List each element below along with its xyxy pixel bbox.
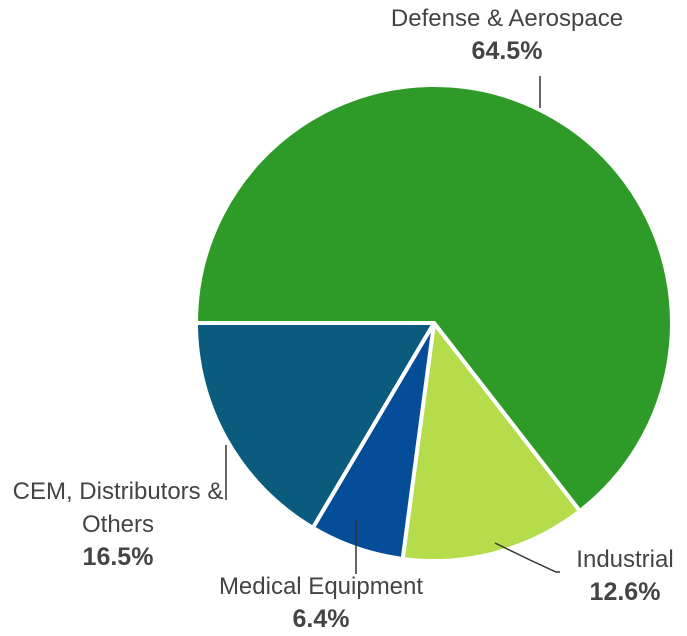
category-label: Medical Equipment: [218, 573, 424, 600]
slice-label: Medical Equipment 6.4%: [181, 570, 461, 636]
pie-slice: [194, 83, 674, 514]
pie-slice: [194, 321, 436, 530]
value-label: 16.5%: [82, 543, 154, 571]
pie-slice: [400, 321, 582, 563]
leader-lines: [225, 76, 560, 574]
value-label: 64.5%: [471, 37, 543, 65]
slices: [194, 83, 674, 563]
category-label: Industrial: [576, 546, 674, 573]
slice-label: Industrial 12.6%: [540, 543, 687, 609]
category-label: Defense & Aerospace: [390, 5, 624, 32]
slice-label: CEM, Distributors & Others 16.5%: [0, 475, 236, 574]
value-label: 6.4%: [292, 605, 350, 633]
category-label: CEM, Distributors & Others: [12, 478, 224, 538]
leader-line: [494, 542, 560, 573]
value-label: 12.6%: [589, 578, 661, 606]
slice-label: Defense & Aerospace 64.5%: [307, 2, 687, 68]
